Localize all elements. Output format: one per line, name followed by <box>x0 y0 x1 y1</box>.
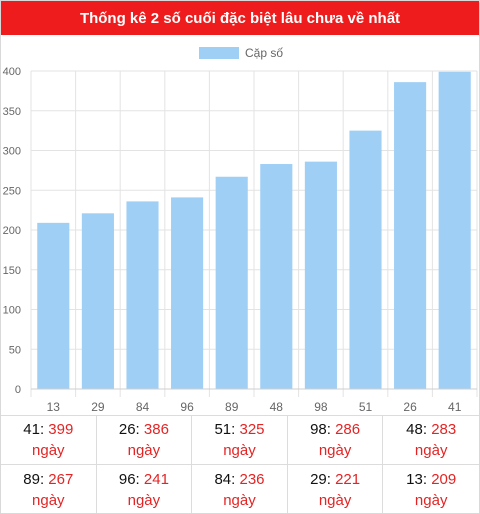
stat-days: 399 <box>48 421 74 438</box>
stat-cell: 84: 236 ngày <box>192 465 288 513</box>
stat-cell: 89: 267 ngày <box>1 465 97 513</box>
stat-days: 283 <box>431 421 457 438</box>
stat-number: 13 <box>406 470 423 488</box>
stat-cell: 96: 241 ngày <box>97 465 193 513</box>
stat-number: 41 <box>23 421 40 438</box>
x-tick-label: 13 <box>47 400 61 414</box>
stat-days: 221 <box>335 470 361 488</box>
stat-days: 236 <box>239 470 265 488</box>
y-tick-label: 100 <box>3 305 21 317</box>
y-tick-label: 150 <box>3 265 21 277</box>
bar <box>171 197 204 389</box>
stat-unit: ngày <box>127 491 161 509</box>
y-tick-label: 0 <box>15 384 21 396</box>
x-tick-label: 98 <box>314 400 328 414</box>
y-tick-label: 250 <box>3 185 21 197</box>
stat-unit: ngày <box>414 442 448 459</box>
bar-chart: Cặp số 0 50 100 150 200 250 300 350 400 13 29 84 96 89… <box>1 35 479 415</box>
x-tick-label: 89 <box>225 400 239 414</box>
stat-unit: ngày <box>223 442 256 459</box>
y-tick-label: 50 <box>9 344 21 356</box>
y-tick-label: 200 <box>3 225 21 237</box>
stat-unit: ngày <box>127 442 161 459</box>
bar <box>37 222 70 389</box>
legend-label: Cặp số <box>245 46 283 60</box>
stat-unit: ngày <box>32 491 65 509</box>
stat-days: 209 <box>431 470 457 488</box>
bar <box>126 201 159 389</box>
x-tick-label: 29 <box>91 400 105 414</box>
stat-days: 286 <box>335 421 361 438</box>
stat-number: 51 <box>214 421 232 438</box>
stat-number: 29 <box>310 470 327 488</box>
stat-cell: 26: 386 ngày <box>96 416 193 465</box>
legend-swatch <box>199 47 239 59</box>
x-tick-label: 51 <box>359 400 373 414</box>
stat-days: 267 <box>48 470 74 488</box>
chart-canvas: Cặp số 0 50 100 150 200 250 300 350 400 13 29 84 96 89… <box>3 46 478 414</box>
stat-number: 48 <box>406 421 423 438</box>
stat-days: 241 <box>143 470 169 488</box>
stat-cell: 41: 399 ngày <box>1 416 97 465</box>
x-tick-label: 96 <box>180 400 194 414</box>
stat-cell: 51: 325 ngày <box>192 416 288 465</box>
stat-days: 325 <box>239 421 265 438</box>
stat-number: 98 <box>310 421 327 438</box>
stat-unit: ngày <box>32 442 65 459</box>
y-tick-label: 300 <box>3 146 21 158</box>
x-tick-label: 41 <box>448 400 462 414</box>
stat-unit: ngày <box>318 442 352 459</box>
bar <box>81 213 114 389</box>
stat-unit: ngày <box>414 491 448 509</box>
stat-number: 96 <box>118 470 136 488</box>
bar <box>304 161 337 389</box>
stat-cell: 98: 286 ngày <box>287 416 384 465</box>
stat-number: 84 <box>214 470 232 488</box>
stat-unit: ngày <box>318 491 352 509</box>
stat-unit: ngày <box>223 491 256 509</box>
stat-cell: 29: 221 ngày <box>288 465 384 513</box>
y-tick-label: 350 <box>3 106 21 118</box>
bar <box>260 164 293 389</box>
bar <box>349 130 382 389</box>
page-title: Thống kê 2 số cuối đặc biệt lâu chưa về … <box>1 1 479 35</box>
x-tick-label: 26 <box>403 400 417 414</box>
bar <box>438 71 471 390</box>
stats-grid: 41: 399 ngày 26: 386 ngày 51: 325 ngày 9… <box>1 415 479 513</box>
x-tick-label: 84 <box>136 400 150 414</box>
stat-cell: 13: 209 ngày <box>406 470 457 509</box>
bar <box>215 176 248 389</box>
x-tick-label: 48 <box>270 400 284 414</box>
stat-cell: 48: 283 ngày <box>383 416 479 465</box>
stat-number: 26 <box>118 421 136 438</box>
stat-days: 386 <box>143 421 169 438</box>
bar <box>394 82 427 389</box>
y-tick-label: 400 <box>3 66 21 78</box>
stat-number: 89 <box>23 470 40 488</box>
